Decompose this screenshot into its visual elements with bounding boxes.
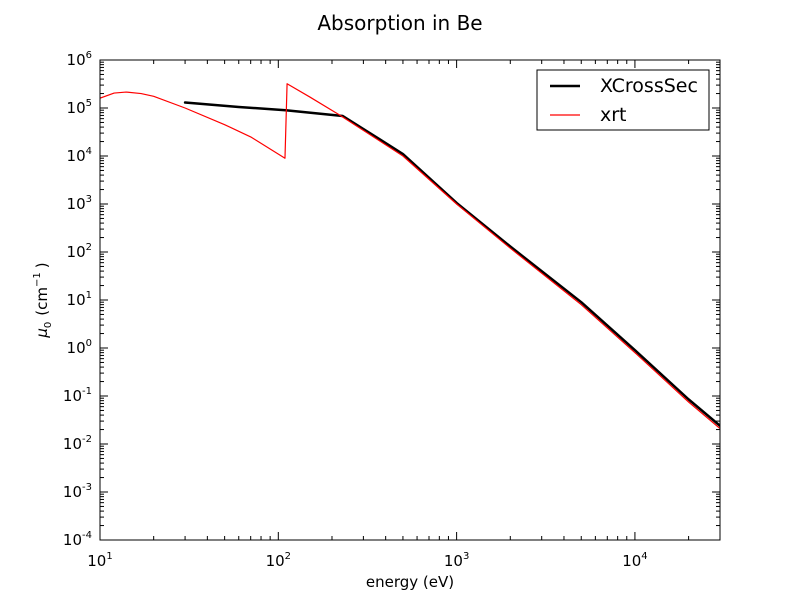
x-tick-label: 104 bbox=[622, 551, 647, 570]
series-layer bbox=[100, 83, 720, 430]
plot-area: 101 102 103 104 10-410-310-210-110010110210… bbox=[63, 50, 721, 570]
x-minor-ticks bbox=[153, 60, 690, 540]
x-tick-label: 103 bbox=[444, 551, 469, 570]
y-axis-label-close: ) bbox=[33, 262, 51, 268]
x-tick-label-exponent: 2 bbox=[285, 551, 291, 562]
y-tick-label-exponent: -2 bbox=[82, 434, 92, 445]
y-axis-label-unit: (cm bbox=[33, 287, 51, 316]
x-axis-label: energy (eV) bbox=[366, 573, 454, 591]
series-line-xcrosssec bbox=[183, 101, 720, 427]
x-tick-label-exponent: 3 bbox=[463, 551, 469, 562]
y-tick-label-base: 10 bbox=[67, 339, 86, 357]
y-tick-label-base: 10 bbox=[67, 147, 86, 165]
y-tick-label-exponent: 3 bbox=[86, 194, 92, 205]
y-tick-label-base: 10 bbox=[63, 483, 82, 501]
legend-frame bbox=[536, 69, 710, 131]
x-tick-label-base: 10 bbox=[266, 552, 285, 570]
y-tick-label-base: 10 bbox=[67, 243, 86, 261]
legend-label-xrt: xrt bbox=[600, 104, 627, 126]
y-tick-label-base: 10 bbox=[67, 51, 86, 69]
y-tick-label-exponent: 0 bbox=[86, 338, 92, 349]
y-axis-label-symbol: μ bbox=[33, 328, 51, 339]
series-line-xrt bbox=[100, 83, 720, 430]
x-tick-label-base: 10 bbox=[87, 552, 106, 570]
legend: XCrossSec xrt bbox=[536, 69, 710, 131]
x-tick-label: 101 bbox=[87, 551, 112, 570]
chart-title: Absorption in Be bbox=[317, 11, 482, 35]
y-tick-label: 104 bbox=[67, 146, 92, 165]
y-axis-label-subscript: 0 bbox=[43, 322, 54, 328]
y-tick-label: 106 bbox=[67, 50, 92, 69]
y-tick-label: 10-3 bbox=[63, 482, 92, 501]
y-tick-label: 100 bbox=[67, 338, 92, 357]
y-tick-label-exponent: 2 bbox=[86, 242, 92, 253]
x-tick-label-base: 10 bbox=[444, 552, 463, 570]
y-tick-label-exponent: -3 bbox=[82, 482, 92, 493]
x-tick-labels: 101 102 103 104 bbox=[87, 551, 647, 570]
y-tick-label-exponent: -4 bbox=[82, 530, 92, 541]
y-tick-label: 10-2 bbox=[63, 434, 92, 453]
y-tick-label-exponent: 5 bbox=[86, 98, 92, 109]
x-tick-label: 102 bbox=[266, 551, 291, 570]
y-tick-label-exponent: -1 bbox=[82, 386, 92, 397]
y-tick-label-base: 10 bbox=[63, 387, 82, 405]
y-tick-label-base: 10 bbox=[63, 531, 82, 549]
y-tick-label: 105 bbox=[67, 98, 92, 117]
legend-label-xcrosssec: XCrossSec bbox=[600, 75, 698, 97]
y-tick-label: 10-1 bbox=[63, 386, 92, 405]
x-tick-label-base: 10 bbox=[622, 552, 641, 570]
x-tick-label-exponent: 4 bbox=[641, 551, 647, 562]
plot-frame bbox=[99, 59, 721, 541]
y-axis-label-unit-exponent: −1 bbox=[32, 272, 43, 287]
y-tick-label-exponent: 1 bbox=[86, 290, 92, 301]
y-minor-ticks bbox=[100, 61, 720, 527]
y-tick-label-base: 10 bbox=[67, 291, 86, 309]
y-tick-label-base: 10 bbox=[63, 435, 82, 453]
y-tick-label: 102 bbox=[67, 242, 92, 261]
y-tick-label-base: 10 bbox=[67, 99, 86, 117]
plot-background bbox=[100, 60, 720, 540]
x-tick-label-exponent: 1 bbox=[106, 551, 112, 562]
y-axis-label: μ0 (cm−1) bbox=[32, 262, 54, 338]
y-tick-label-exponent: 4 bbox=[86, 146, 92, 157]
y-tick-label-exponent: 6 bbox=[86, 50, 92, 61]
y-tick-label: 101 bbox=[67, 290, 92, 309]
y-tick-label: 10-4 bbox=[63, 530, 92, 549]
y-tick-label: 103 bbox=[67, 194, 92, 213]
y-tick-label-base: 10 bbox=[67, 195, 86, 213]
